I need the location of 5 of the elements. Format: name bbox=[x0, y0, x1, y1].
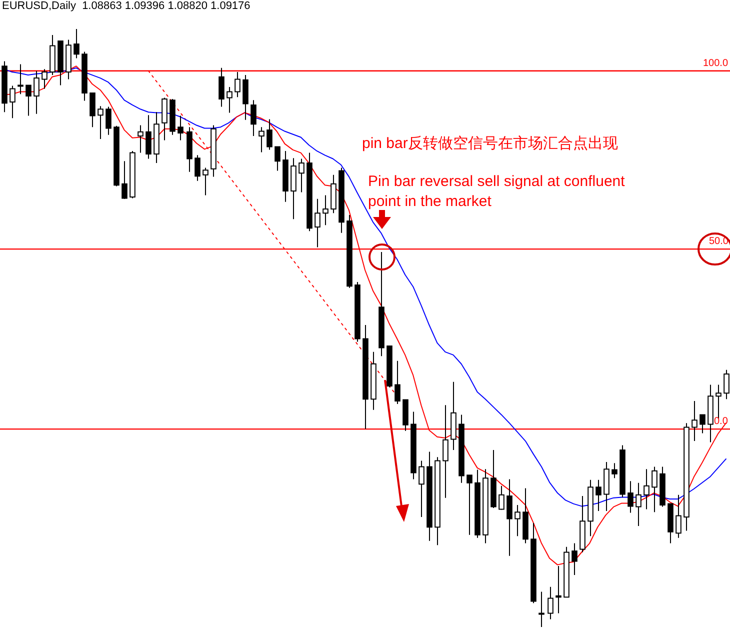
annotation: 0.0 bbox=[714, 416, 728, 428]
annotation: pin bar反转做空信号在市场汇合点出现 bbox=[362, 134, 619, 154]
annotation: 100.0 bbox=[703, 58, 728, 70]
chart-title: EURUSD,Daily 1.08863 1.09396 1.08820 1.09176 bbox=[2, 0, 250, 12]
annotation: Pin bar reversal sell signal at confluent point in the market bbox=[368, 172, 626, 212]
